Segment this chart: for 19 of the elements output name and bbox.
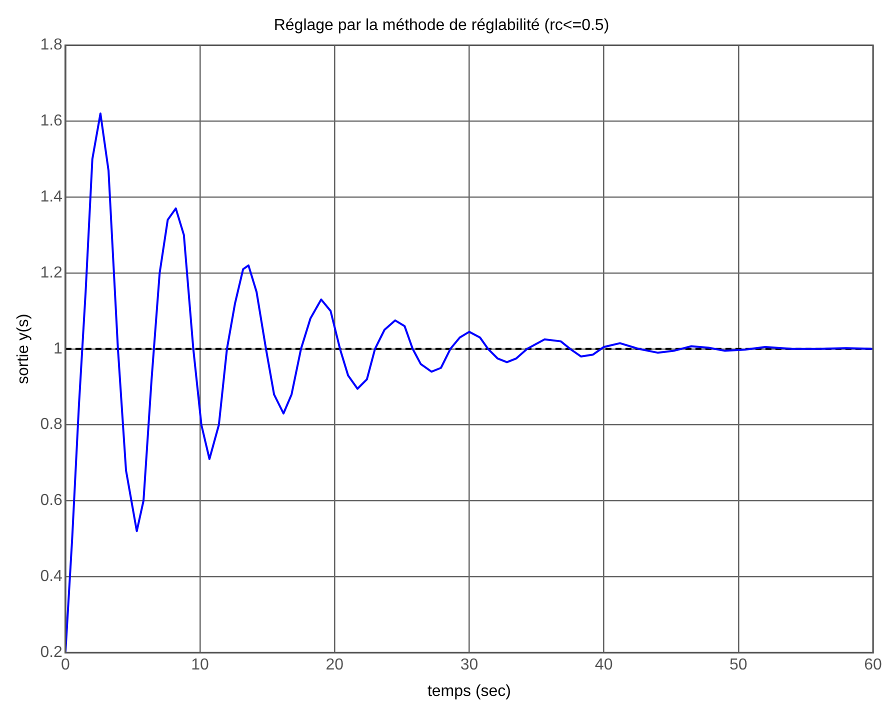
y-tick-label: 0.6 (40, 492, 63, 510)
y-tick-label: 1.4 (40, 188, 63, 206)
x-tick-label: 30 (460, 656, 478, 674)
y-tick-label: 0.8 (40, 416, 63, 434)
y-tick-label: 1.6 (40, 112, 63, 130)
y-tick-label: 0.4 (40, 568, 63, 586)
x-tick-label: 10 (191, 656, 210, 674)
x-tick-label: 60 (864, 656, 882, 674)
y-tick-label: 1.2 (40, 264, 63, 282)
x-tick-label: 50 (730, 656, 748, 674)
x-tick-label: 0 (60, 656, 70, 674)
y-axis-title: sortie y(s) (15, 314, 32, 384)
y-tick-label: 1.8 (40, 36, 63, 54)
x-tick-label: 20 (326, 656, 344, 674)
chart-title: Réglage par la méthode de réglabilité (rc<=0.5) (274, 17, 610, 34)
x-axis-title: temps (sec) (427, 682, 512, 700)
y-tick-label: 0.2 (40, 644, 63, 662)
x-tick-label: 40 (594, 656, 613, 674)
y-tick-label: 1 (54, 340, 63, 358)
